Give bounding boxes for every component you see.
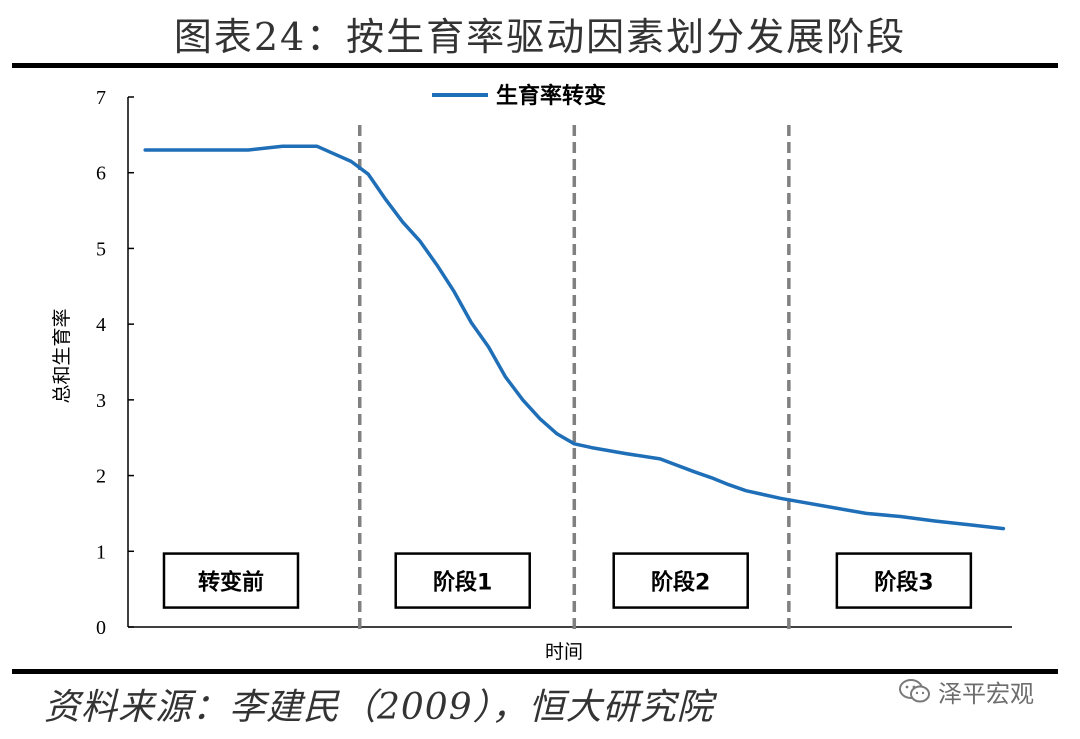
- legend-label: 生育率转变: [496, 83, 606, 109]
- stage-box: [162, 552, 300, 609]
- fertility-series-line: [143, 144, 1006, 531]
- stage-box-label: 阶段1: [433, 570, 492, 596]
- series-group: [143, 144, 1006, 531]
- y-tick-label: 3: [96, 390, 106, 412]
- top-rule: [12, 63, 1058, 68]
- stage-box: [835, 552, 973, 609]
- y-tick-label: 5: [96, 238, 106, 260]
- stage-box-label: 阶段2: [651, 570, 710, 596]
- bottom-rule: [12, 669, 1058, 674]
- stage-box-label: 阶段3: [874, 570, 933, 596]
- watermark-text: 泽平宏观: [938, 679, 1034, 708]
- y-tick-label: 7: [96, 87, 106, 109]
- y-tick-label: 0: [96, 617, 106, 639]
- stage-labels: 转变前 阶段1 阶段2 阶段3: [162, 552, 973, 609]
- figure-title: 图表24：按生育率驱动因素划分发展阶段: [173, 15, 907, 59]
- wechat-icon: [899, 679, 930, 703]
- y-tick-label: 2: [96, 466, 106, 488]
- y-tick-label: 4: [96, 314, 106, 336]
- stage-box-label: 转变前: [198, 570, 264, 596]
- watermark: 泽平宏观: [898, 676, 1034, 708]
- x-axis-label: 时间: [545, 641, 583, 663]
- source-note: 资料来源：李建民（2009），恒大研究院: [44, 687, 714, 728]
- legend: 生育率转变: [432, 83, 606, 109]
- y-tick-label: 6: [96, 163, 106, 185]
- y-axis-label: 总和生育率: [51, 308, 73, 403]
- stage-box: [612, 552, 749, 609]
- y-tick-label: 1: [96, 541, 106, 563]
- stage-box: [394, 552, 531, 609]
